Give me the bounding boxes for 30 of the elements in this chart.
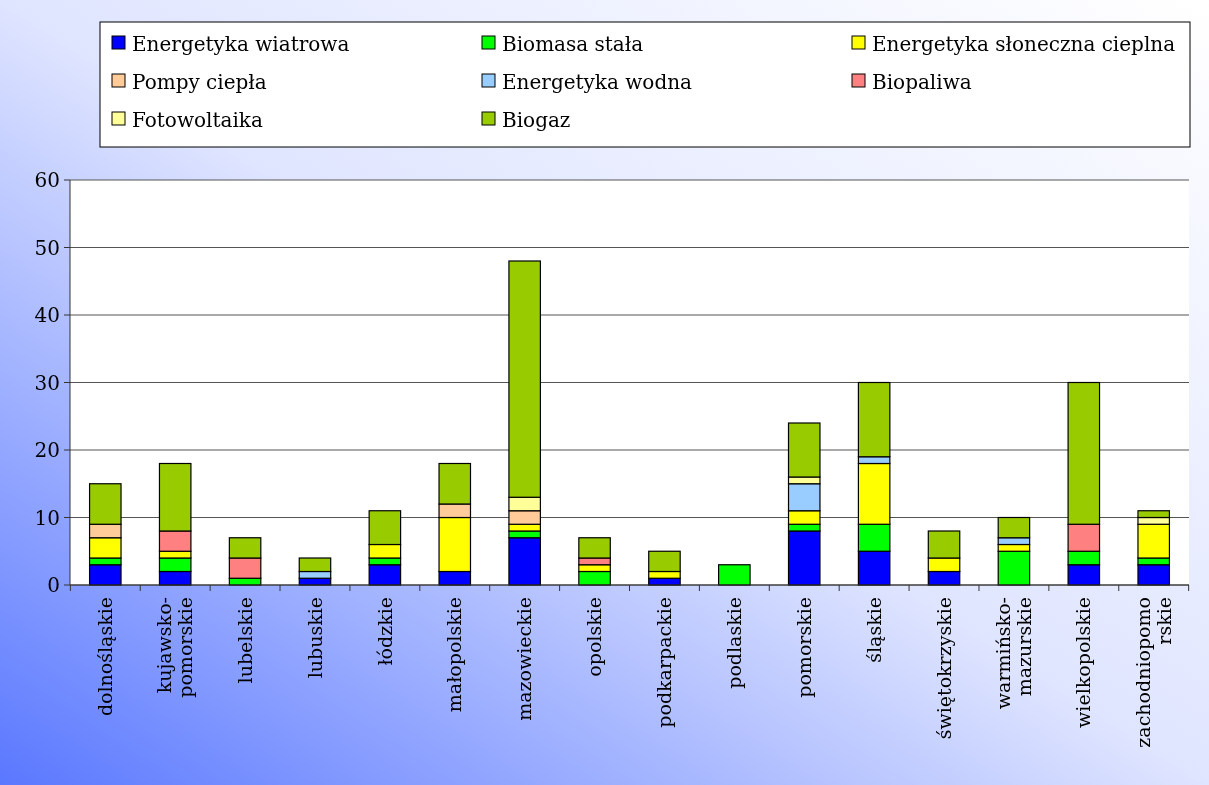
- x-tick-label: zachodniopomo rskie: [1131, 597, 1175, 748]
- bar: [718, 564, 751, 586]
- x-tick-label: lubelskie: [233, 597, 256, 684]
- x-tick-label: dolnośląskie: [93, 597, 116, 717]
- x-tick-label: podlaskie: [722, 597, 745, 689]
- x-tick-label: świętokrzyskie: [932, 597, 955, 740]
- legend-label: Energetyka słoneczna cieplna: [872, 32, 1176, 56]
- y-tick-label: 40: [34, 303, 60, 327]
- y-tick-label: 0: [47, 573, 60, 597]
- x-tick-label: mazowieckie: [513, 597, 536, 721]
- x-tick-label: łódzkie: [373, 597, 396, 666]
- y-tick-label: 30: [34, 370, 60, 395]
- y-tick-label: 60: [34, 168, 60, 192]
- x-tick-label: małopolskie: [443, 597, 466, 713]
- x-tick-label: lubuskie: [303, 597, 326, 679]
- legend-label: Biomasa stała: [502, 32, 644, 56]
- x-tick-label: podkarpackie: [653, 597, 676, 728]
- legend-label: Pompy ciepła: [132, 70, 267, 94]
- legend-label: Biopaliwa: [872, 70, 972, 94]
- legend-label: Fotowoltaika: [132, 108, 263, 132]
- legend-label: Biogaz: [502, 108, 571, 132]
- x-tick-label: pomorskie: [792, 597, 815, 698]
- x-tick-label: opolskie: [583, 597, 606, 677]
- y-tick-label: 10: [34, 505, 60, 530]
- legend-label: Energetyka wodna: [502, 70, 693, 94]
- x-tick-label: śląskie: [862, 597, 885, 663]
- y-tick-label: 20: [34, 438, 60, 462]
- legend-label: Energetyka wiatrowa: [132, 32, 350, 56]
- y-tick-label: 50: [34, 235, 60, 260]
- x-tick-label: wielkopolskie: [1072, 597, 1095, 728]
